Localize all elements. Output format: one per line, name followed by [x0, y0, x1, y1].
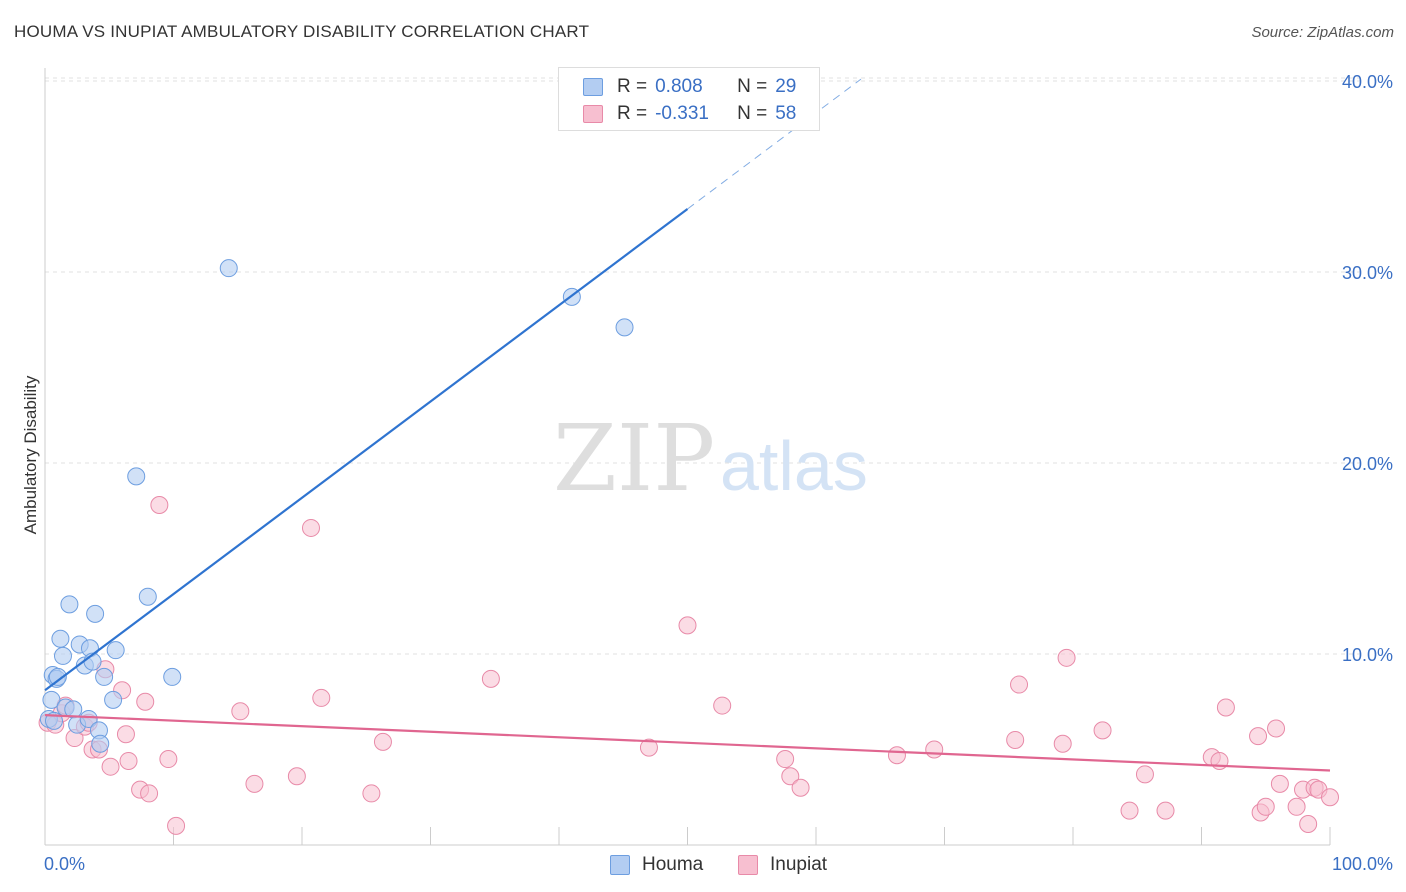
inupiat-point-43	[1156, 801, 1175, 820]
inupiat-point-12	[116, 725, 135, 744]
inupiat-point-16	[140, 784, 159, 803]
x-tick-label-0: 0.0%	[44, 854, 85, 874]
inupiat-point-15	[136, 692, 155, 711]
gridlines	[45, 77, 1365, 655]
houma-point-13	[79, 709, 98, 728]
inupiat-point-26	[373, 732, 392, 751]
inupiat-point-42	[1135, 765, 1154, 784]
houma-swatch	[583, 78, 603, 96]
y-tick-label-0: 10.0%	[1342, 645, 1393, 665]
y-tick-label-2: 30.0%	[1342, 263, 1393, 283]
inupiat-point-35	[925, 740, 944, 759]
x-tick-labels: 0.0% 100.0%	[44, 854, 1393, 874]
inupiat-point-32	[781, 767, 800, 786]
inupiat-point-33	[791, 778, 810, 797]
inupiat-point-37	[1010, 675, 1029, 694]
houma-point-22	[127, 467, 146, 486]
inupiat-point-49	[1256, 797, 1275, 816]
correlation-legend: R = 0.808 N = 29 R = -0.331 N = 58	[558, 67, 820, 131]
inupiat-swatch	[738, 855, 758, 875]
inupiat-point-39	[1057, 648, 1076, 667]
houma-swatch	[610, 855, 630, 875]
houma-points	[39, 259, 634, 753]
inupiat-point-52	[1287, 797, 1306, 816]
legend-houma-label: Houma	[642, 854, 704, 875]
legend-item-inupiat[interactable]: Inupiat	[738, 852, 827, 878]
y-tick-label-3: 40.0%	[1342, 72, 1393, 92]
inupiat-point-51	[1270, 774, 1289, 793]
inupiat-point-13	[119, 751, 138, 770]
trend-lines	[44, 78, 1331, 772]
houma-point-27	[615, 318, 634, 337]
legend-inupiat-label: Inupiat	[770, 854, 828, 875]
x-tick-label-1: 100.0%	[1332, 854, 1393, 874]
inupiat-point-29	[678, 616, 697, 635]
inupiat-point-22	[287, 767, 306, 786]
inupiat-point-46	[1216, 698, 1235, 717]
r-value: -0.331	[655, 103, 709, 124]
houma-point-6	[53, 646, 72, 665]
n-label: N =	[737, 76, 768, 97]
n-value: 29	[775, 76, 797, 97]
inupiat-point-34	[887, 746, 906, 765]
inupiat-point-36	[1006, 730, 1025, 749]
watermark-zip: ZIP	[553, 405, 715, 512]
inupiat-point-57	[1321, 788, 1339, 807]
houma-point-21	[106, 641, 125, 660]
inupiat-point-25	[362, 784, 381, 803]
n-label: N =	[737, 103, 768, 124]
r-label: R =	[617, 103, 648, 124]
houma-trend-line	[44, 208, 689, 692]
houma-point-20	[104, 690, 123, 709]
inupiat-point-28	[639, 738, 658, 757]
legend-item-houma[interactable]: Houma	[610, 852, 703, 878]
inupiat-point-23	[301, 518, 320, 537]
legend-row-inupiat: R = -0.331 N = 58	[583, 102, 796, 126]
watermark: ZIP atlas	[553, 405, 868, 512]
houma-point-1	[42, 690, 61, 709]
y-axis-label: Ambulatory Disability	[21, 375, 40, 534]
inupiat-point-31	[776, 750, 795, 769]
legend-row-houma: R = 0.808 N = 29	[583, 75, 796, 99]
inupiat-swatch	[583, 105, 603, 123]
y-tick-label-1: 20.0%	[1342, 454, 1393, 474]
houma-point-16	[86, 604, 105, 623]
n-value: 58	[775, 103, 797, 124]
inupiat-point-41	[1120, 801, 1139, 820]
y-tick-labels: 10.0% 20.0% 30.0% 40.0%	[1342, 72, 1393, 665]
inupiat-point-18	[159, 750, 178, 769]
inupiat-point-54	[1299, 814, 1318, 833]
series-legend: Houma Inupiat	[0, 852, 1406, 878]
inupiat-point-24	[312, 688, 331, 707]
inupiat-point-20	[231, 702, 250, 721]
houma-point-18	[91, 734, 110, 753]
inupiat-point-50	[1267, 719, 1286, 738]
inupiat-point-40	[1093, 721, 1112, 740]
r-label: R =	[617, 76, 648, 97]
houma-point-8	[60, 595, 79, 614]
r-value: 0.808	[655, 76, 703, 97]
inupiat-point-17	[150, 496, 169, 515]
watermark-atlas: atlas	[720, 427, 868, 505]
inupiat-point-19	[167, 816, 186, 835]
inupiat-point-27	[481, 669, 500, 688]
houma-point-19	[95, 667, 114, 686]
inupiat-point-21	[245, 774, 264, 793]
houma-point-4	[48, 667, 67, 686]
inupiat-point-47	[1249, 727, 1268, 746]
source-label: Source: ZipAtlas.com	[1251, 24, 1394, 41]
inupiat-trend-line	[44, 714, 1331, 772]
chart-title: HOUMA VS INUPIAT AMBULATORY DISABILITY C…	[14, 22, 590, 41]
houma-point-25	[219, 259, 238, 278]
inupiat-point-30	[713, 696, 732, 715]
inupiat-points	[38, 496, 1339, 835]
houma-point-24	[163, 667, 182, 686]
inupiat-point-10	[101, 757, 120, 776]
houma-point-23	[138, 587, 157, 606]
houma-point-5	[51, 629, 70, 648]
inupiat-point-38	[1053, 734, 1072, 753]
